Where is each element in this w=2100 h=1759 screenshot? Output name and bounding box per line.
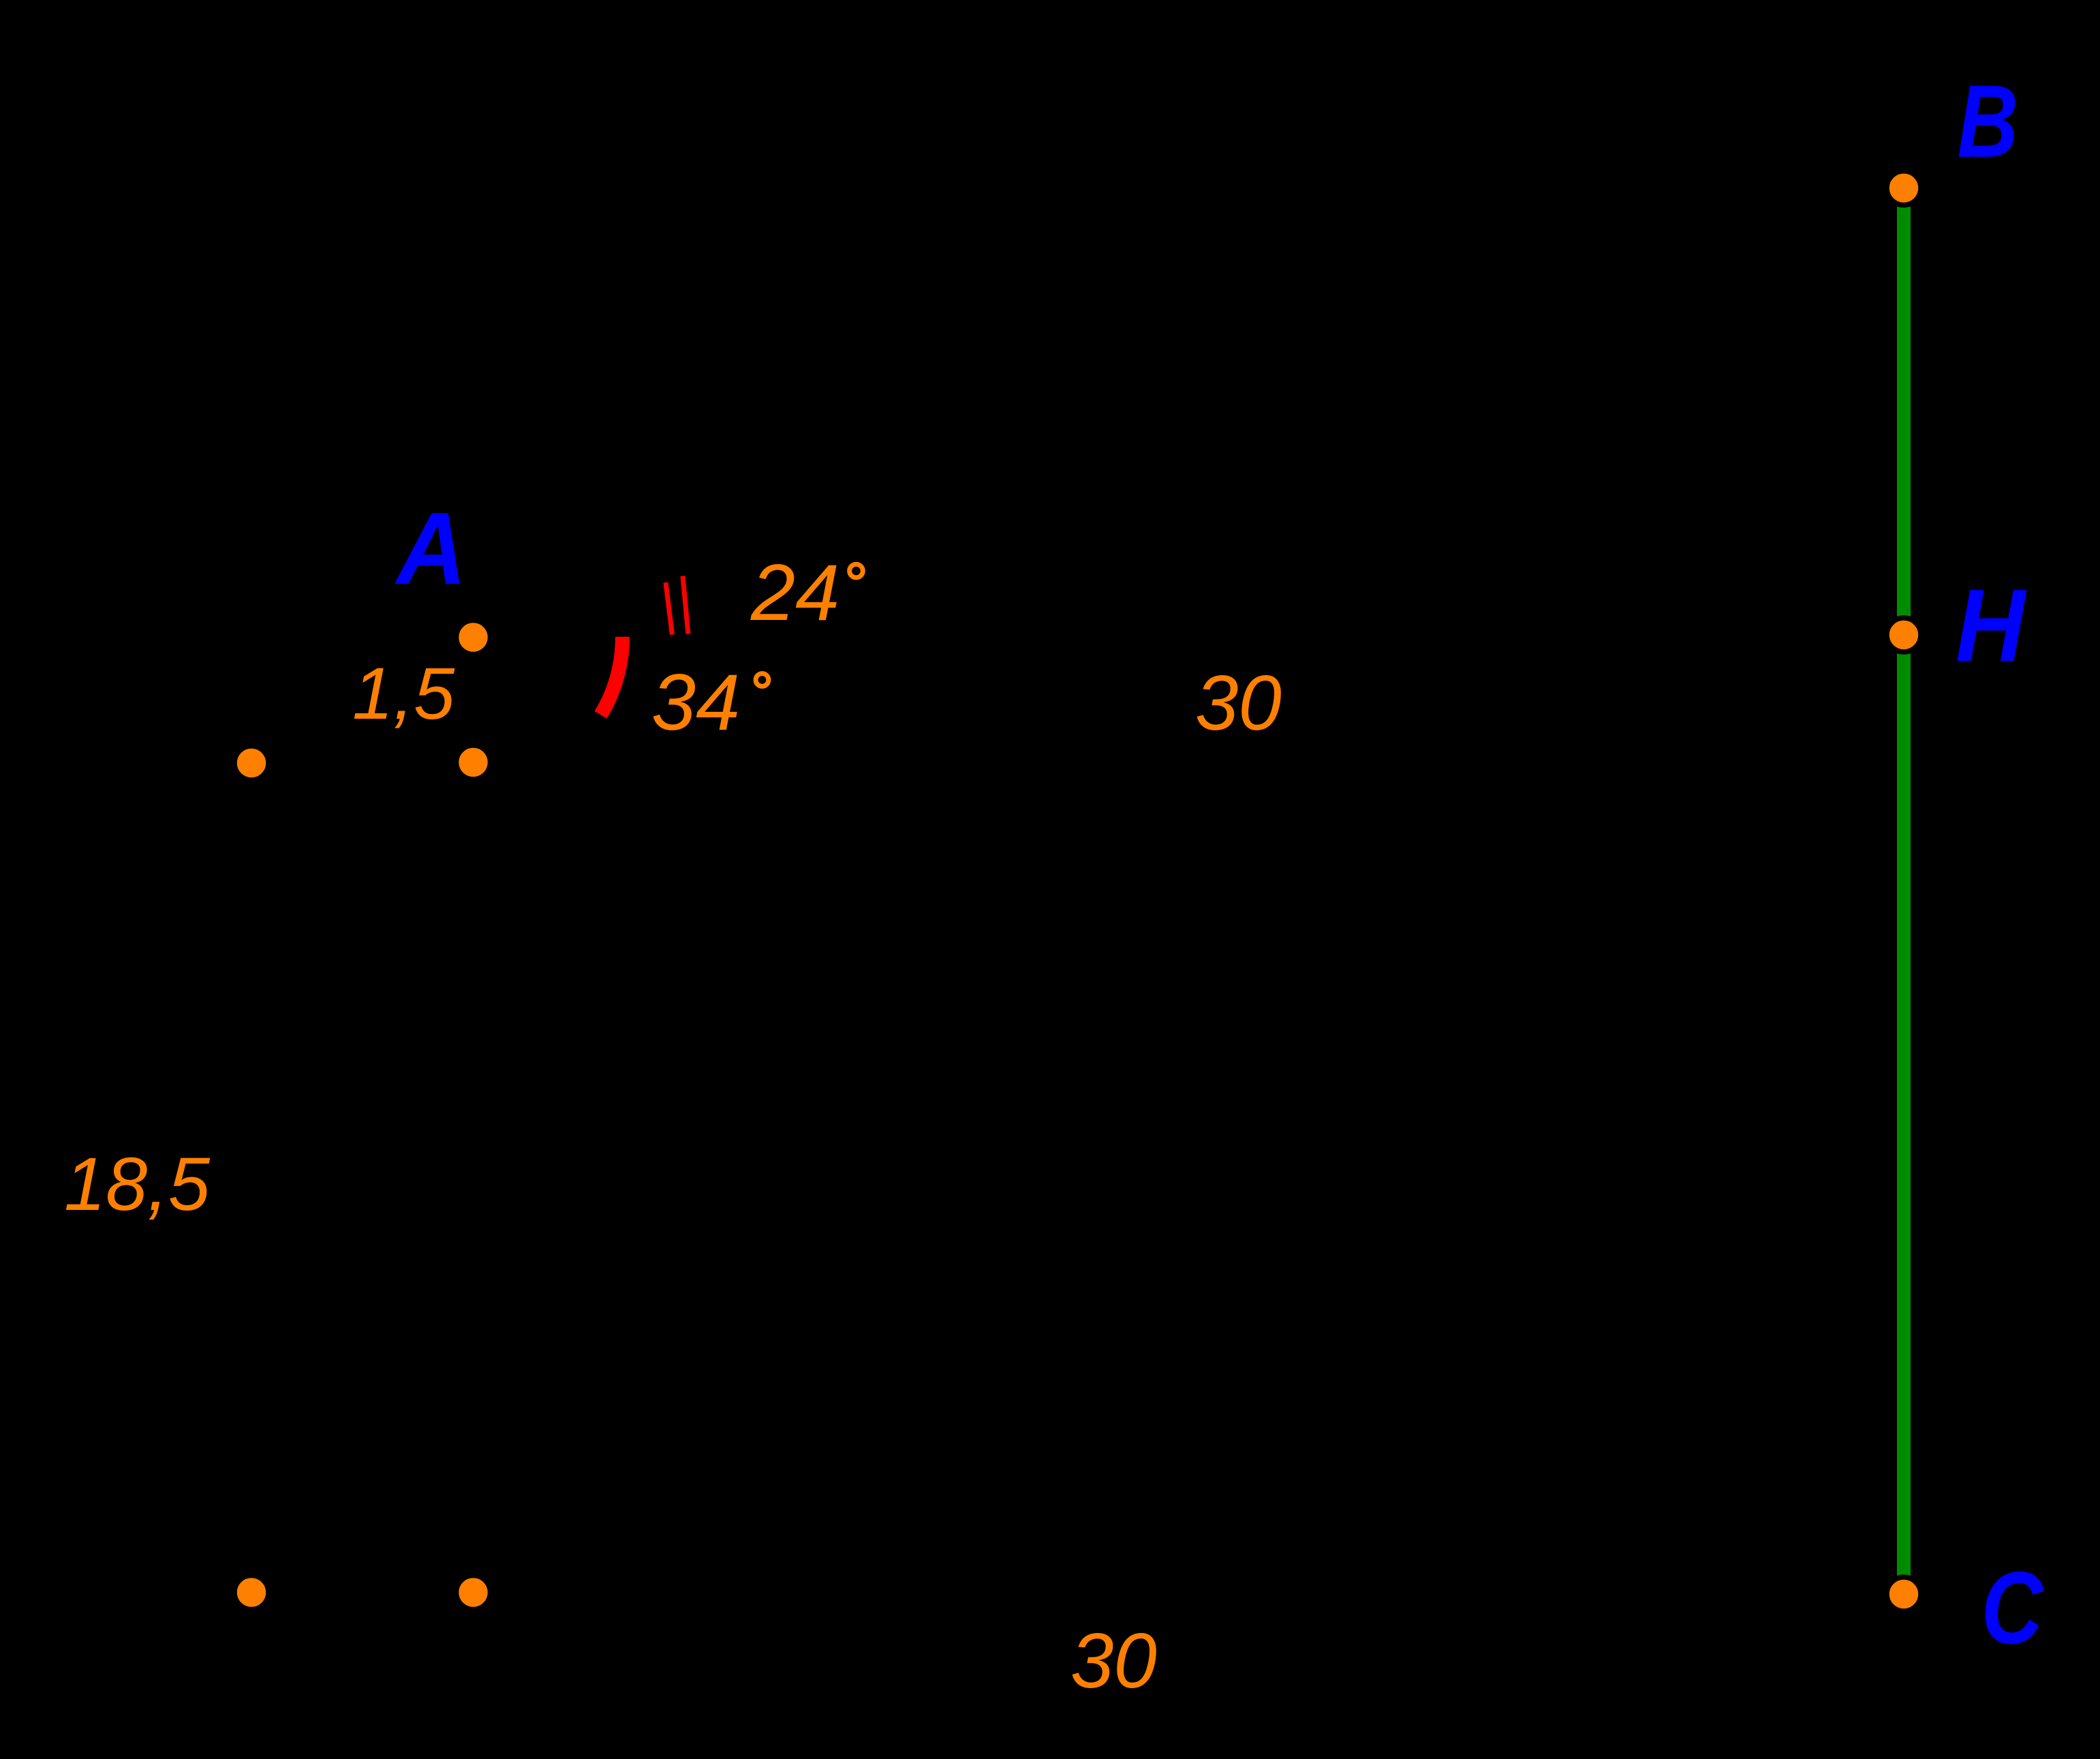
svg-text:30: 30	[1195, 660, 1282, 747]
svg-text:24: 24	[750, 548, 839, 637]
svg-text:1,5: 1,5	[352, 652, 455, 734]
svg-text:A: A	[394, 491, 466, 606]
svg-text:30: 30	[1070, 1618, 1157, 1704]
svg-text:B: B	[1958, 63, 2019, 178]
svg-text:C: C	[1981, 1550, 2045, 1665]
svg-text:18,5: 18,5	[64, 1142, 211, 1226]
svg-text:34: 34	[651, 657, 740, 747]
svg-text:H: H	[1956, 567, 2027, 683]
